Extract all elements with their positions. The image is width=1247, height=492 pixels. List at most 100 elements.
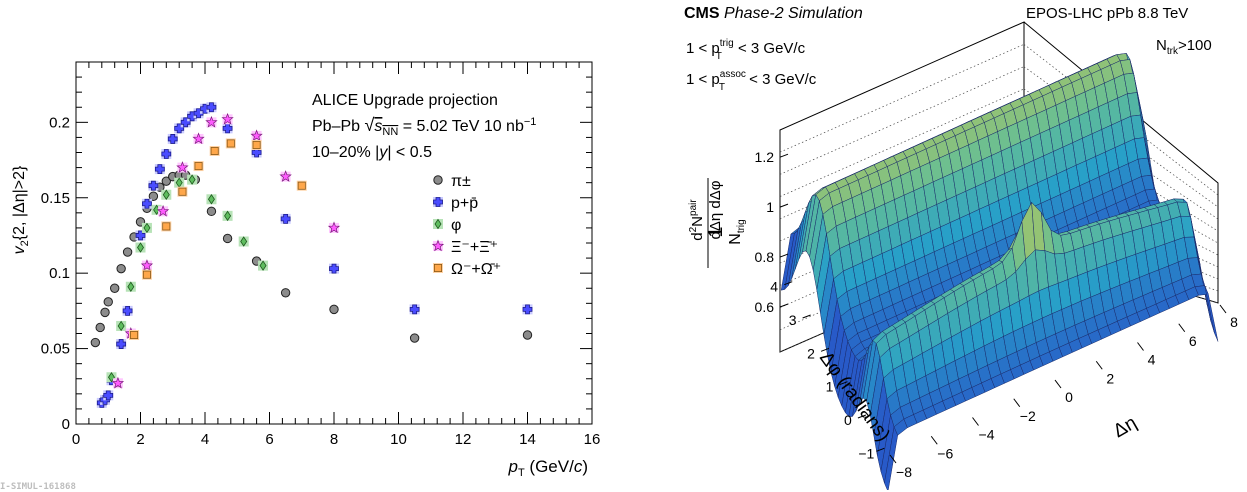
data-point — [143, 222, 151, 234]
data-point — [206, 206, 217, 217]
legend-marker — [431, 239, 445, 252]
data-point — [161, 149, 172, 159]
data-point — [103, 390, 114, 401]
data-point — [122, 247, 133, 257]
plot-frame — [75, 61, 593, 425]
data-point — [148, 180, 159, 191]
x-tick-label: 4 — [201, 431, 209, 448]
eta-tick — [1054, 379, 1062, 389]
y-tick-label: 0.15 — [41, 190, 70, 207]
legend-label: Ξ⁻+Ξ̄⁺ — [451, 239, 498, 256]
x-tick-label: 16 — [584, 431, 601, 448]
eta-tick — [1219, 304, 1227, 314]
data-point — [167, 134, 178, 144]
data-point — [130, 331, 139, 340]
phi-tick-label: 3 — [789, 312, 797, 328]
z-axis-title-ntrig: Ntrig — [727, 219, 747, 244]
data-point — [176, 161, 189, 173]
data-point — [107, 372, 115, 383]
x-tick-label: 14 — [519, 431, 536, 448]
data-point — [221, 112, 234, 125]
grid-line-left — [779, 43, 1025, 153]
phi-tick — [784, 281, 793, 286]
phi-tick-label: 2 — [807, 345, 815, 361]
data-point — [142, 198, 152, 209]
eta-tick — [972, 417, 979, 426]
phi-tick-label: 4 — [770, 279, 778, 295]
phi-tick-label: 0 — [844, 412, 852, 428]
data-point — [327, 221, 341, 234]
data-point — [206, 102, 217, 113]
data-point — [140, 259, 154, 271]
data-point — [226, 139, 235, 148]
z-tick-label: 1 — [766, 199, 774, 215]
data-point — [90, 337, 101, 348]
data-point — [409, 333, 420, 343]
data-point — [137, 242, 144, 253]
z-tick-label: 0.6 — [755, 299, 775, 315]
data-point — [161, 176, 172, 186]
annotation-experiment: ALICE Upgrade projection — [312, 92, 498, 109]
legend: π± p+p̄ φ Ξ⁻+Ξ̄⁺ Ω⁻+Ω̄⁺ — [431, 173, 501, 278]
data-point — [279, 170, 292, 182]
data-point — [95, 322, 105, 333]
watermark: I-SIMUL-161868 — [0, 482, 76, 492]
data-point — [280, 213, 291, 224]
data-point — [103, 297, 113, 307]
x-tick-label: 2 — [136, 431, 144, 448]
eta-tick-label: 8 — [1230, 314, 1238, 330]
grid-line-left — [779, 66, 1025, 175]
eta-tick — [930, 435, 938, 445]
surface-cell — [1204, 285, 1219, 342]
legend-marker — [434, 218, 442, 230]
y-axis-title: v2{2, |Δη|>2} — [11, 165, 31, 254]
eta-axis-title: Δη — [1110, 412, 1141, 442]
data-point — [156, 204, 170, 217]
legend-marker — [433, 263, 442, 272]
phi-tick — [857, 414, 867, 419]
data-point — [116, 263, 126, 274]
x-tick-label: 0 — [72, 431, 80, 448]
data-point — [329, 304, 339, 315]
eta-tick-label: −2 — [1020, 408, 1036, 424]
data-point — [162, 222, 171, 231]
y-tick-label: 0.05 — [41, 341, 70, 358]
annotations: ALICE Upgrade projection Pb–Pb √sNN = 5.0… — [312, 92, 536, 161]
data-point — [148, 191, 159, 201]
data-point — [280, 288, 291, 298]
z-tick — [779, 153, 789, 158]
data-point — [117, 320, 125, 332]
eta-tick-label: 0 — [1065, 389, 1073, 405]
data-point — [162, 189, 170, 200]
eta-tick-label: 6 — [1189, 333, 1197, 349]
data-point — [127, 281, 135, 292]
data-point — [240, 236, 248, 247]
data-point — [297, 181, 306, 190]
eta-tick — [1178, 323, 1186, 333]
z-axis-title-frac: d2Npair — [688, 199, 706, 241]
data-point — [210, 146, 219, 155]
x-tick-label: 10 — [390, 431, 407, 448]
legend-marker — [433, 175, 443, 185]
phi-tick — [876, 447, 885, 452]
eta-tick-label: 4 — [1148, 352, 1156, 368]
series-1 — [96, 102, 533, 408]
z-tick — [779, 253, 789, 258]
z-axis-title: 1 — [705, 226, 727, 237]
multiplicity-label: Ntrk>100 — [1156, 37, 1212, 57]
y-tick-label: 0 — [62, 416, 70, 433]
phi-tick — [802, 314, 811, 319]
data-point — [122, 305, 133, 316]
series-2 — [106, 174, 269, 383]
cut-assoc-label: 1 < passoc T < 3 GeV/c — [686, 69, 817, 93]
x-tick-label: 12 — [455, 431, 472, 448]
data-point — [188, 174, 196, 185]
legend-label: p+p̄ — [451, 195, 478, 212]
data-point — [409, 304, 420, 315]
eta-tick-label: −4 — [979, 427, 995, 443]
surface-mesh — [780, 53, 1219, 490]
legend-label: Ω⁻+Ω̄⁺ — [451, 261, 501, 278]
data-series — [90, 102, 533, 408]
z-axis-title-denom: dΔη dΔφ — [707, 180, 724, 239]
